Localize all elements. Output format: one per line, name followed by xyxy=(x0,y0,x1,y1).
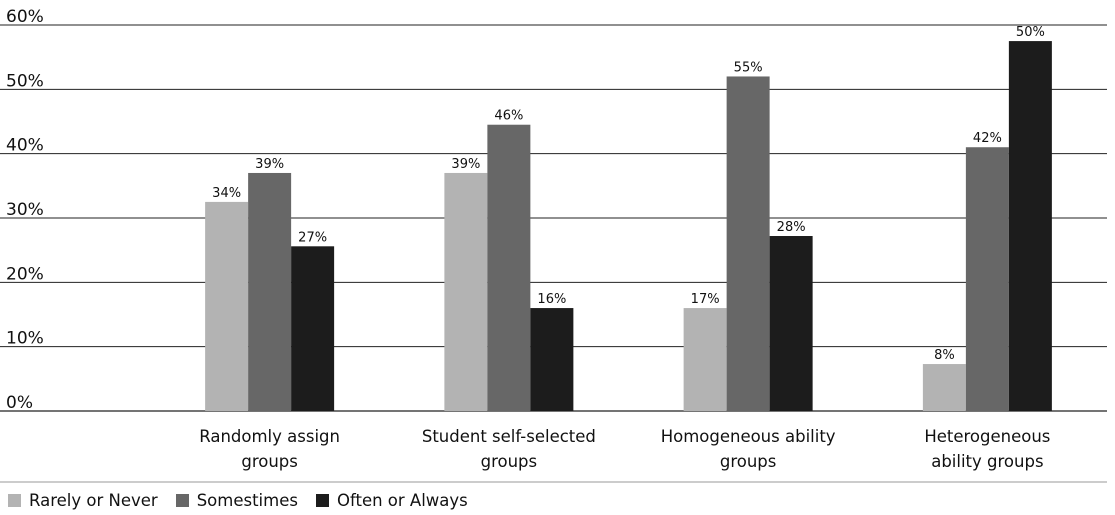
data-label: 46% xyxy=(494,109,523,124)
data-label: 34% xyxy=(212,186,241,201)
category-label: groups xyxy=(241,452,298,471)
y-tick-label: 50% xyxy=(6,71,44,91)
bar xyxy=(248,172,292,411)
legend-item-often-or-always: Often or Always xyxy=(315,491,468,510)
y-tick-label: 30% xyxy=(6,200,44,220)
data-label: 27% xyxy=(298,230,327,245)
legend-label-often-or-always: Often or Always xyxy=(336,491,468,510)
bar xyxy=(444,172,488,411)
category-label: groups xyxy=(720,452,777,471)
data-label: 42% xyxy=(973,131,1002,146)
y-tick-label: 40% xyxy=(6,136,44,156)
legend-swatch-somestimes xyxy=(175,494,189,507)
legend-swatch-rarely-or-never xyxy=(8,494,21,507)
legend-item-somestimes: Somestimes xyxy=(175,491,298,510)
y-tick-label: 20% xyxy=(6,264,44,284)
category-label: groups xyxy=(481,452,538,471)
y-tick-label: 10% xyxy=(6,329,44,349)
bar xyxy=(726,76,770,411)
legend-label-rarely-or-never: Rarely or Never xyxy=(29,491,158,510)
category-label: ability groups xyxy=(931,452,1043,471)
data-label: 39% xyxy=(451,157,480,172)
legend-item-rarely-or-never: Rarely or Never xyxy=(8,491,158,510)
data-label: 16% xyxy=(537,292,566,307)
bar xyxy=(291,246,335,411)
bar xyxy=(922,364,966,411)
category-label: Heterogeneous xyxy=(924,427,1050,446)
data-label: 17% xyxy=(691,292,720,307)
y-tick-label: 60% xyxy=(6,7,44,27)
bar xyxy=(530,308,574,411)
category-label: Homogeneous ability xyxy=(661,427,836,446)
legend-label-somestimes: Somestimes xyxy=(196,491,298,510)
data-label: 8% xyxy=(934,348,955,363)
data-label: 50% xyxy=(1016,25,1045,40)
bar xyxy=(769,236,813,411)
bar xyxy=(683,308,727,411)
category-label: Randomly assign xyxy=(199,427,340,446)
category-label: Student self-selected xyxy=(422,427,596,446)
bar xyxy=(1008,41,1052,411)
y-tick-label: 0% xyxy=(6,393,33,413)
bar xyxy=(205,201,249,411)
legend-swatch-often-or-always xyxy=(315,494,329,507)
data-label: 28% xyxy=(777,220,806,235)
data-label: 39% xyxy=(255,157,284,172)
legend: Rarely or Never Somestimes Often or Alwa… xyxy=(8,491,486,510)
data-label: 55% xyxy=(734,60,763,75)
bar xyxy=(487,124,531,411)
bar xyxy=(965,147,1009,411)
